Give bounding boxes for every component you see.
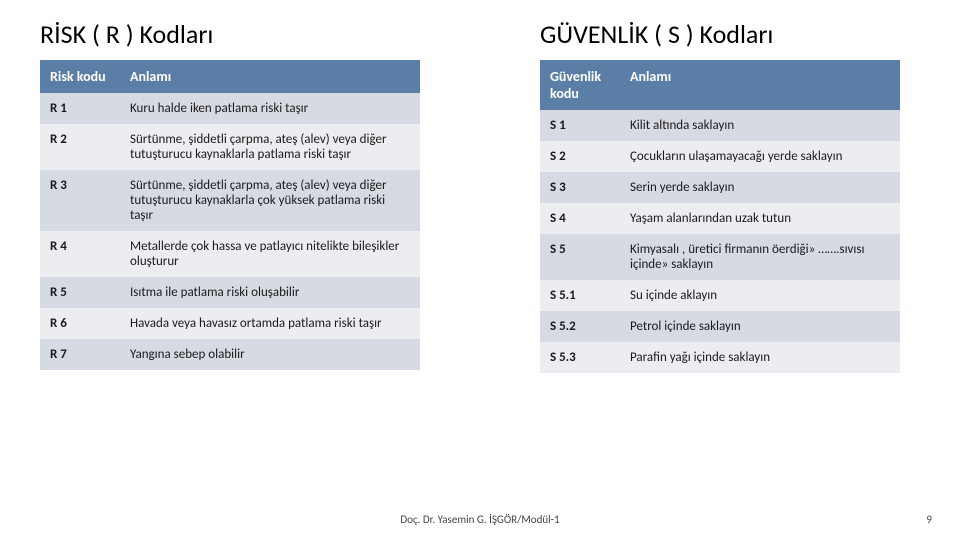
table-row: S 4Yaşam alanlarından uzak tutun	[540, 203, 900, 234]
table-row: S 1Kilit altında saklayın	[540, 110, 900, 141]
table-row: S 5.2Petrol içinde saklayın	[540, 311, 900, 342]
meaning-cell: Petrol içinde saklayın	[620, 311, 900, 342]
code-cell: R 1	[40, 93, 120, 124]
table-header-cell: Anlamı	[620, 60, 900, 110]
code-cell: S 1	[540, 110, 620, 141]
code-cell: R 7	[40, 339, 120, 370]
meaning-cell: Sürtünme, şiddetli çarpma, ateş (alev) v…	[120, 170, 420, 231]
safety-table: Güvenlik koduAnlamı S 1Kilit altında sak…	[540, 60, 900, 373]
table-row: S 5.1Su içinde aklayın	[540, 280, 900, 311]
code-cell: S 3	[540, 172, 620, 203]
table-row: R 7Yangına sebep olabilir	[40, 339, 420, 370]
code-cell: S 5.2	[540, 311, 620, 342]
meaning-cell: Havada veya havasız ortamda patlama risk…	[120, 308, 420, 339]
meaning-cell: Serin yerde saklayın	[620, 172, 900, 203]
code-cell: R 6	[40, 308, 120, 339]
code-cell: S 5.3	[540, 342, 620, 373]
code-cell: R 5	[40, 277, 120, 308]
table-row: R 4Metallerde çok hassa ve patlayıcı nit…	[40, 231, 420, 277]
code-cell: R 2	[40, 124, 120, 170]
meaning-cell: Su içinde aklayın	[620, 280, 900, 311]
meaning-cell: Isıtma ile patlama riski oluşabilir	[120, 277, 420, 308]
table-row: R 5Isıtma ile patlama riski oluşabilir	[40, 277, 420, 308]
table-header-cell: Risk kodu	[40, 60, 120, 93]
table-header-cell: Güvenlik kodu	[540, 60, 620, 110]
meaning-cell: Kuru halde iken patlama riski taşır	[120, 93, 420, 124]
table-row: S 2Çocukların ulaşamayacağı yerde saklay…	[540, 141, 900, 172]
table-row: S 3Serin yerde saklayın	[540, 172, 900, 203]
code-cell: S 5.1	[540, 280, 620, 311]
table-row: R 3Sürtünme, şiddetli çarpma, ateş (alev…	[40, 170, 420, 231]
code-cell: S 5	[540, 234, 620, 280]
table-header-cell: Anlamı	[120, 60, 420, 93]
right-column: GÜVENLİK ( S ) Kodları Güvenlik koduAnla…	[540, 0, 900, 540]
meaning-cell: Çocukların ulaşamayacağı yerde saklayın	[620, 141, 900, 172]
footer-center: Doç. Dr. Yasemin G. İŞGÖR/Modül-1	[0, 513, 960, 526]
meaning-cell: Kilit altında saklayın	[620, 110, 900, 141]
footer-page-number: 9	[926, 513, 932, 526]
risk-table: Risk koduAnlamı R 1Kuru halde iken patla…	[40, 60, 420, 370]
meaning-cell: Yangına sebep olabilir	[120, 339, 420, 370]
meaning-cell: Metallerde çok hassa ve patlayıcı niteli…	[120, 231, 420, 277]
code-cell: S 4	[540, 203, 620, 234]
meaning-cell: Kimyasalı , üretici firmanın öerdiği» ………	[620, 234, 900, 280]
code-cell: R 3	[40, 170, 120, 231]
meaning-cell: Sürtünme, şiddetli çarpma, ateş (alev) v…	[120, 124, 420, 170]
code-cell: R 4	[40, 231, 120, 277]
table-row: S 5Kimyasalı , üretici firmanın öerdiği»…	[540, 234, 900, 280]
code-cell: S 2	[540, 141, 620, 172]
table-row: R 6Havada veya havasız ortamda patlama r…	[40, 308, 420, 339]
table-row: R 1Kuru halde iken patlama riski taşır	[40, 93, 420, 124]
right-title: GÜVENLİK ( S ) Kodları	[540, 18, 900, 50]
left-title: RİSK ( R ) Kodları	[40, 18, 420, 50]
meaning-cell: Parafin yağı içinde saklayın	[620, 342, 900, 373]
slide: RİSK ( R ) Kodları Risk koduAnlamı R 1Ku…	[0, 0, 960, 540]
table-row: R 2Sürtünme, şiddetli çarpma, ateş (alev…	[40, 124, 420, 170]
left-column: RİSK ( R ) Kodları Risk koduAnlamı R 1Ku…	[40, 0, 420, 540]
table-row: S 5.3Parafin yağı içinde saklayın	[540, 342, 900, 373]
meaning-cell: Yaşam alanlarından uzak tutun	[620, 203, 900, 234]
